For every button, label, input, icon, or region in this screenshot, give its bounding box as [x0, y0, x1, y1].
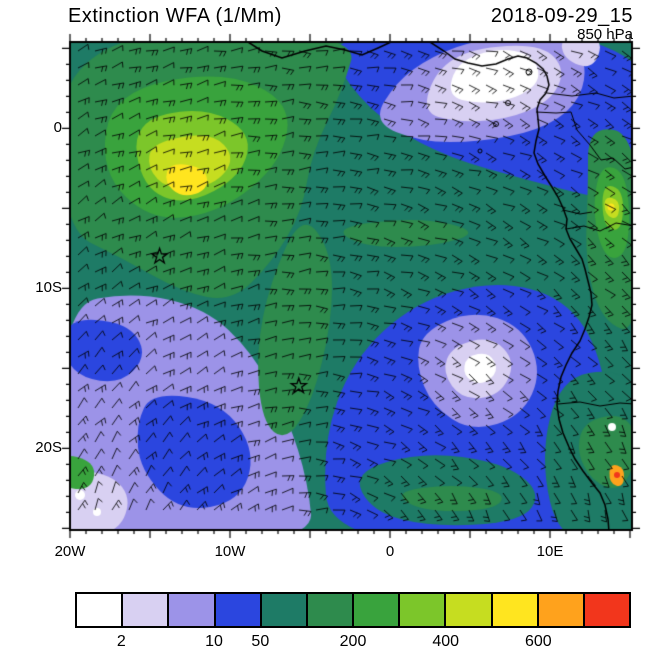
- pressure-level-label: 850 hPa: [577, 26, 633, 43]
- colorbar-cell: [354, 594, 401, 626]
- colorbar-cell: [261, 594, 308, 626]
- x-axis-tick-label: 10W: [214, 543, 246, 560]
- colorbar-tick-label: 50: [251, 633, 270, 650]
- colorbar-cell: [169, 594, 216, 626]
- colorbar-cell: [77, 594, 124, 626]
- plot-title: Extinction WFA (1/Mm): [68, 5, 282, 27]
- y-axis-tick-label: 10S: [35, 279, 62, 297]
- colorbar-cell: [492, 594, 539, 626]
- colorbar-cell: [215, 594, 262, 626]
- plot-datetime: 2018-09-29_15: [490, 5, 633, 27]
- colorbar-tick-label: 10: [205, 633, 223, 650]
- colorbar-cell: [307, 594, 355, 626]
- colorbar-cell: [538, 594, 585, 626]
- colorbar-cell: [584, 594, 630, 626]
- colorbar-labels: 2 10 50 200 400 600: [75, 633, 631, 655]
- x-axis-tick-label: 20W: [54, 543, 86, 560]
- colorbar-cell: [123, 594, 170, 626]
- colorbar-tick-label: 400: [432, 633, 460, 650]
- colorbar-tick-label: 2: [116, 633, 126, 650]
- x-axis-tick-label: 10E: [536, 543, 564, 560]
- y-axis-tick-label: 0: [53, 119, 62, 137]
- colorbar: [75, 592, 631, 628]
- x-axis-tick-label: 0: [385, 543, 395, 560]
- y-axis-labels: 0 10S 20S: [0, 0, 70, 560]
- colorbar-tick-label: 200: [339, 633, 367, 650]
- colorbar-tick-label: 600: [524, 633, 552, 650]
- y-axis-tick-label: 20S: [35, 439, 62, 457]
- colorbar-cell: [400, 594, 447, 626]
- colorbar-cell: [446, 594, 493, 626]
- x-axis-labels: 20W 10W 0 10E: [0, 543, 650, 563]
